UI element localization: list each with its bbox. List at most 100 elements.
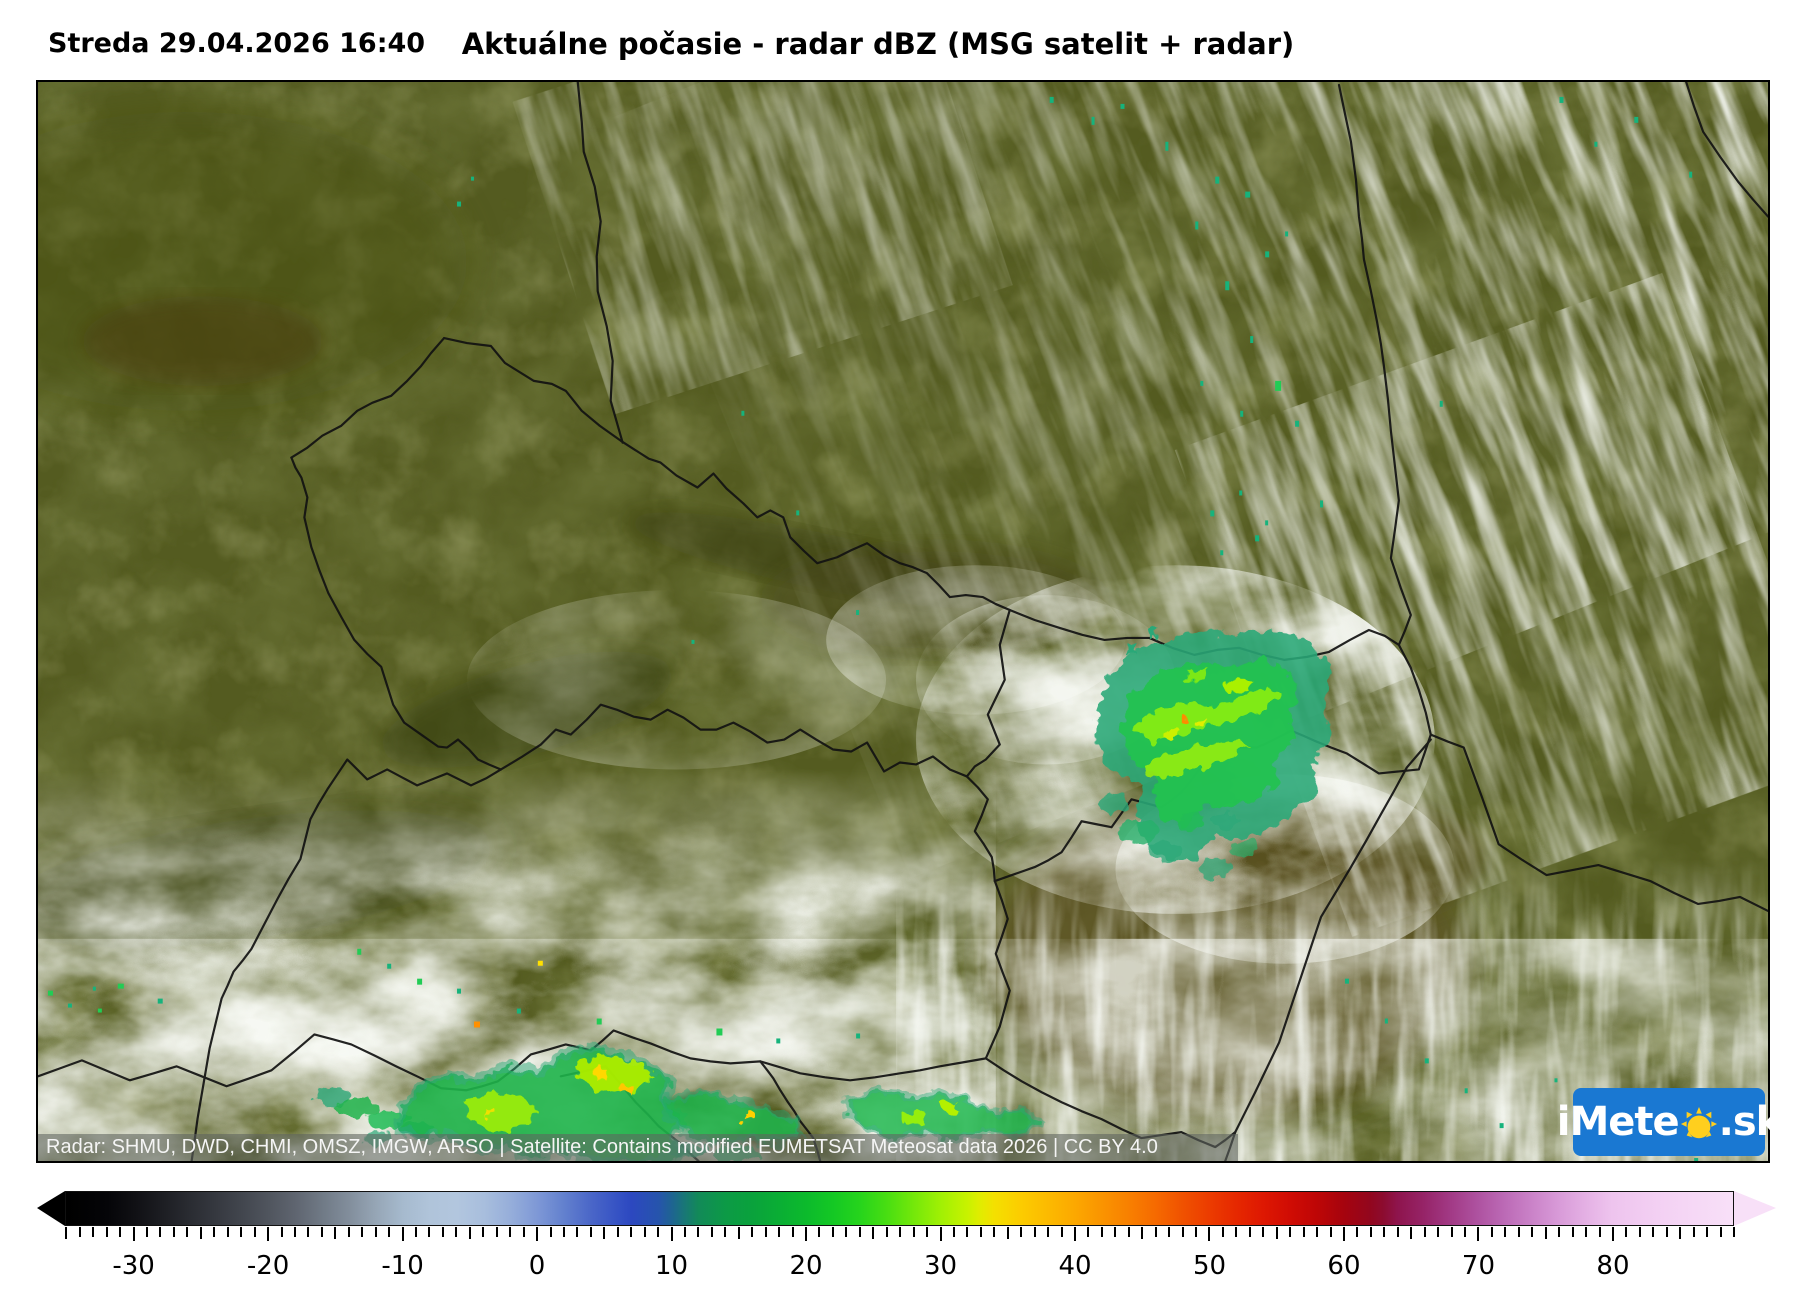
colorbar-tick	[966, 1227, 969, 1237]
colorbar-tick	[428, 1227, 431, 1237]
colorbar-tick	[1571, 1227, 1574, 1237]
colorbar-tick	[441, 1227, 444, 1237]
colorbar-tick	[1342, 1227, 1345, 1241]
colorbar-tick	[1396, 1227, 1399, 1237]
colorbar-tick	[1733, 1227, 1735, 1237]
colorbar-tick	[468, 1227, 471, 1239]
colorbar-tick	[78, 1227, 81, 1237]
colorbar-tick	[1423, 1227, 1426, 1237]
colorbar-tick	[1235, 1227, 1238, 1237]
colorbar-tick	[1706, 1227, 1709, 1237]
colorbar-tick	[146, 1227, 149, 1237]
colorbar-tick	[536, 1227, 539, 1241]
colorbar-tick	[1464, 1227, 1467, 1237]
colorbar-tick	[1100, 1227, 1103, 1237]
colorbar-tick	[697, 1227, 700, 1237]
colorbar-label: 70	[1461, 1251, 1496, 1281]
colorbar-tick	[280, 1227, 283, 1237]
colorbar-tick	[1410, 1227, 1413, 1239]
colorbar-tick	[1585, 1227, 1588, 1237]
radar-echo-layer	[314, 627, 1332, 1161]
colorbar-tick	[710, 1227, 713, 1237]
colorbar-tick	[105, 1227, 108, 1237]
colorbar-tick	[65, 1227, 68, 1239]
colorbar-tick	[791, 1227, 794, 1237]
sun-icon	[1680, 1106, 1718, 1144]
colorbar-label: 50	[1192, 1251, 1227, 1281]
colorbar-tick	[603, 1227, 606, 1239]
colorbar-tick	[1531, 1227, 1534, 1237]
colorbar-tick	[630, 1227, 633, 1237]
colorbar-tick	[132, 1227, 135, 1241]
colorbar-tick	[307, 1227, 310, 1237]
colorbar-tick	[737, 1227, 740, 1239]
colorbar-tick	[1020, 1227, 1023, 1237]
colorbar-tick	[92, 1227, 95, 1237]
colorbar-left-arrow	[37, 1191, 65, 1226]
colorbar-tick	[1477, 1227, 1480, 1241]
satellite-radar-image	[38, 82, 1768, 1161]
colorbar-tick	[1638, 1227, 1641, 1237]
colorbar-tick	[415, 1227, 417, 1237]
colorbar-tick	[1450, 1227, 1453, 1237]
colorbar-tick	[1195, 1227, 1198, 1237]
logo-text-prefix: iMete	[1556, 1099, 1680, 1145]
colorbar-tick	[1383, 1227, 1386, 1237]
colorbar-tick	[1154, 1227, 1157, 1237]
colorbar-tick	[1329, 1227, 1332, 1237]
colorbar-tick	[361, 1227, 364, 1237]
colorbar-tick	[805, 1227, 808, 1241]
colorbar-tick	[1625, 1227, 1628, 1237]
colorbar-ticks: -30 -20 -10 0 10 20 30 40 50 60 70 80	[65, 1227, 1735, 1302]
colorbar-tick	[1006, 1227, 1009, 1239]
colorbar-tick	[388, 1227, 391, 1237]
colorbar-tick	[240, 1227, 243, 1237]
colorbar-tick	[670, 1227, 673, 1241]
colorbar-tick	[1517, 1227, 1520, 1237]
colorbar-tick	[1369, 1227, 1372, 1237]
colorbar-tick	[549, 1227, 552, 1237]
colorbar-tick	[1275, 1227, 1278, 1239]
colorbar-tick	[1262, 1227, 1265, 1237]
colorbar-tick	[778, 1227, 781, 1237]
colorbar-tick	[979, 1227, 982, 1237]
colorbar-tick	[1692, 1227, 1695, 1237]
attribution-text: Radar: SHMU, DWD, CHMI, OMSZ, IMGW, ARSO…	[38, 1134, 1238, 1161]
dbz-colorbar: -30 -20 -10 0 10 20 30 40 50 60 70 80	[36, 1163, 1776, 1308]
colorbar-tick	[1047, 1227, 1050, 1237]
colorbar-tick	[1598, 1227, 1601, 1237]
colorbar-tick	[401, 1227, 404, 1241]
colorbar-tick	[1033, 1227, 1036, 1237]
colorbar-tick	[858, 1227, 861, 1237]
colorbar-tick	[1141, 1227, 1144, 1239]
colorbar-tick	[1248, 1227, 1251, 1237]
colorbar-tick	[643, 1227, 646, 1237]
colorbar-tick	[213, 1227, 216, 1237]
colorbar-label: 60	[1327, 1251, 1361, 1281]
colorbar-tick	[952, 1227, 955, 1237]
colorbar-tick	[1114, 1227, 1117, 1237]
colorbar-tick	[1356, 1227, 1359, 1237]
colorbar-tick	[899, 1227, 902, 1237]
colorbar-tick	[562, 1227, 565, 1237]
colorbar-tick	[1544, 1227, 1547, 1239]
colorbar-tick	[347, 1227, 350, 1237]
colorbar-tick	[1168, 1227, 1171, 1237]
colorbar-tick	[939, 1227, 942, 1241]
colorbar-tick	[1719, 1227, 1722, 1237]
colorbar-label: -20	[246, 1251, 290, 1281]
colorbar-label: 20	[789, 1251, 823, 1281]
colorbar-gradient	[65, 1191, 1734, 1226]
colorbar-tick	[764, 1227, 767, 1237]
imeteo-logo: iMete .sk	[1557, 1088, 1782, 1156]
colorbar-tick	[616, 1227, 619, 1237]
colorbar-tick	[1490, 1227, 1493, 1237]
page-title: Aktuálne počasie - radar dBZ (MSG sateli…	[461, 27, 1295, 61]
colorbar-tick	[1437, 1227, 1440, 1237]
colorbar-tick	[818, 1227, 821, 1237]
colorbar-tick	[1679, 1227, 1682, 1239]
colorbar-tick	[1060, 1227, 1063, 1237]
colorbar-label: -10	[381, 1251, 424, 1281]
colorbar-right-arrow	[1734, 1191, 1776, 1226]
